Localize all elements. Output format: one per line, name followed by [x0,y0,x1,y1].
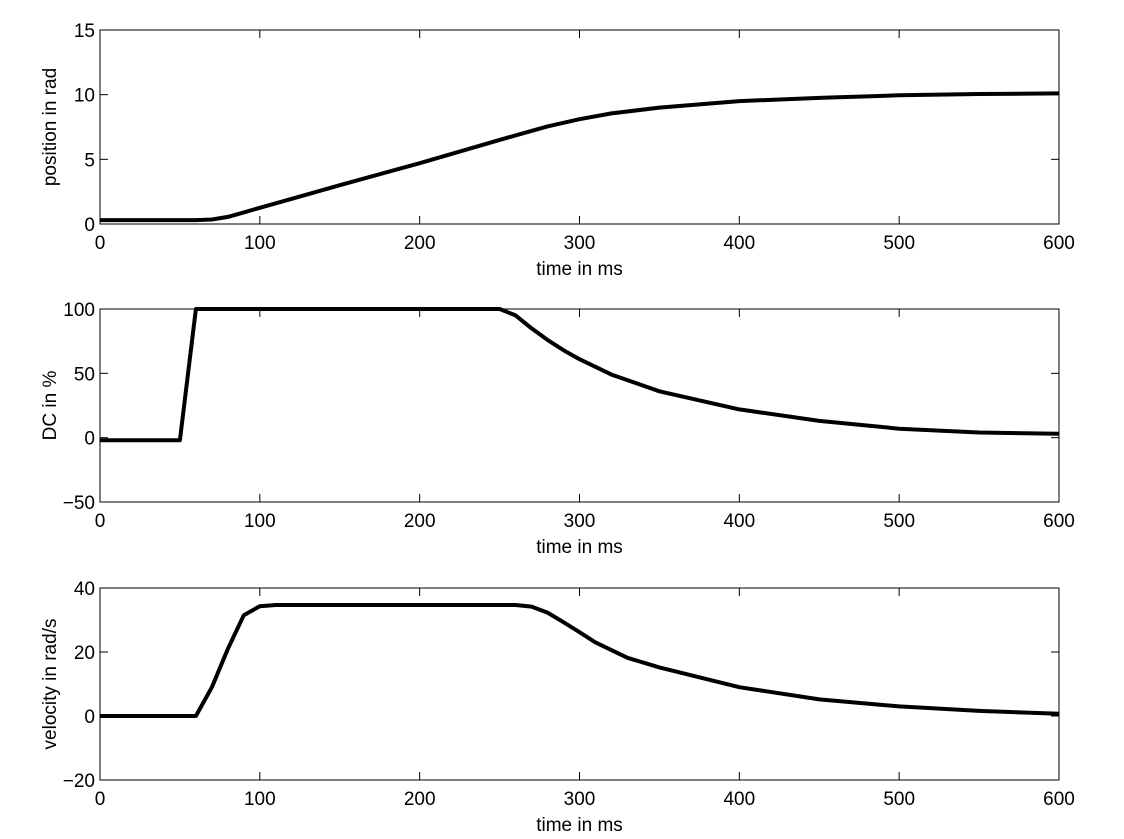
x-tick-label: 500 [883,233,915,254]
series-line [100,307,1060,443]
x-tick-label: 200 [404,233,436,254]
x-tick-label: 100 [244,789,276,810]
x-tick-label: 600 [1043,789,1075,810]
x-axis-label: time in ms [536,537,623,558]
x-tick-label: 0 [95,511,106,532]
series-line [100,91,1060,223]
x-tick-label: 500 [883,511,915,532]
y-tick-label: 10 [74,86,95,107]
x-tick-label: 0 [95,789,106,810]
x-tick-label: 300 [564,233,596,254]
x-tick-label: 500 [883,789,915,810]
x-tick-label: 200 [404,511,436,532]
x-tick-label: 300 [564,511,596,532]
plot-frame [99,29,1060,225]
x-tick-label: 400 [723,789,755,810]
y-tick-label: 40 [74,579,95,600]
y-axis-label: DC in % [40,371,61,441]
y-tick-label: 50 [74,364,95,385]
y-axis-label: velocity in rad/s [40,619,61,750]
y-tick-label: 100 [63,300,95,321]
x-tick-label: 100 [244,511,276,532]
x-tick-label: 600 [1043,511,1075,532]
x-tick-label: 200 [404,789,436,810]
y-tick-label: 5 [84,150,95,171]
y-tick-label: −50 [63,493,95,514]
x-tick-label: 400 [723,233,755,254]
y-tick-label: 0 [84,707,95,728]
y-tick-label: 0 [84,215,95,236]
y-axis-label: position in rad [40,68,61,186]
y-tick-label: −20 [63,771,95,792]
y-tick-label: 0 [84,429,95,450]
x-tick-label: 100 [244,233,276,254]
x-axis-label: time in ms [536,815,623,836]
y-tick-label: 20 [74,643,95,664]
x-tick-label: 400 [723,511,755,532]
series-line [100,603,1060,718]
x-axis-label: time in ms [536,259,623,280]
x-tick-label: 300 [564,789,596,810]
x-tick-label: 600 [1043,233,1075,254]
subplot-1: 0 100 200 300 400 500 600 0 5 10 15 time in ms posit… [40,21,1075,280]
y-tick-label: 15 [74,21,95,42]
x-tick-label: 0 [95,233,106,254]
plot-frame [99,308,1060,503]
